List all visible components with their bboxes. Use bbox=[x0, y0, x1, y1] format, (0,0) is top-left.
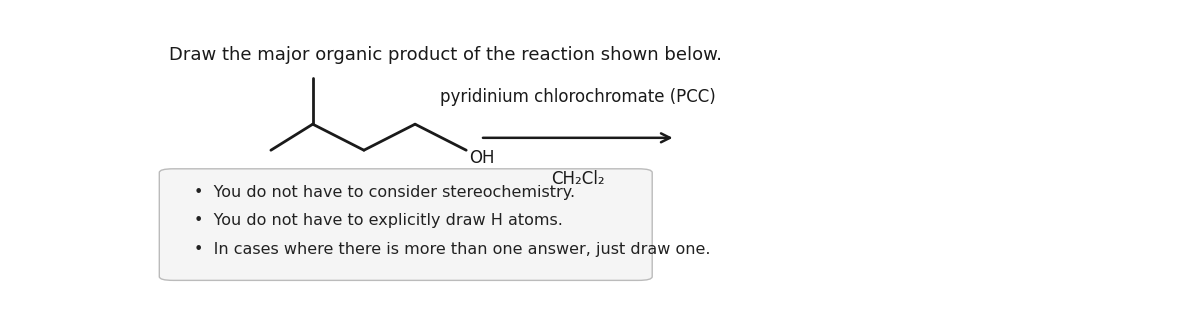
FancyBboxPatch shape bbox=[160, 169, 653, 280]
Text: •  In cases where there is more than one answer, just draw one.: • In cases where there is more than one … bbox=[193, 242, 710, 257]
Text: pyridinium chlorochromate (PCC): pyridinium chlorochromate (PCC) bbox=[440, 88, 715, 106]
Text: •  You do not have to explicitly draw H atoms.: • You do not have to explicitly draw H a… bbox=[193, 213, 563, 228]
Text: CH₂Cl₂: CH₂Cl₂ bbox=[551, 170, 605, 188]
Text: OH: OH bbox=[469, 149, 494, 167]
Text: •  You do not have to consider stereochemistry.: • You do not have to consider stereochem… bbox=[193, 185, 575, 200]
Text: Draw the major organic product of the reaction shown below.: Draw the major organic product of the re… bbox=[168, 46, 721, 64]
